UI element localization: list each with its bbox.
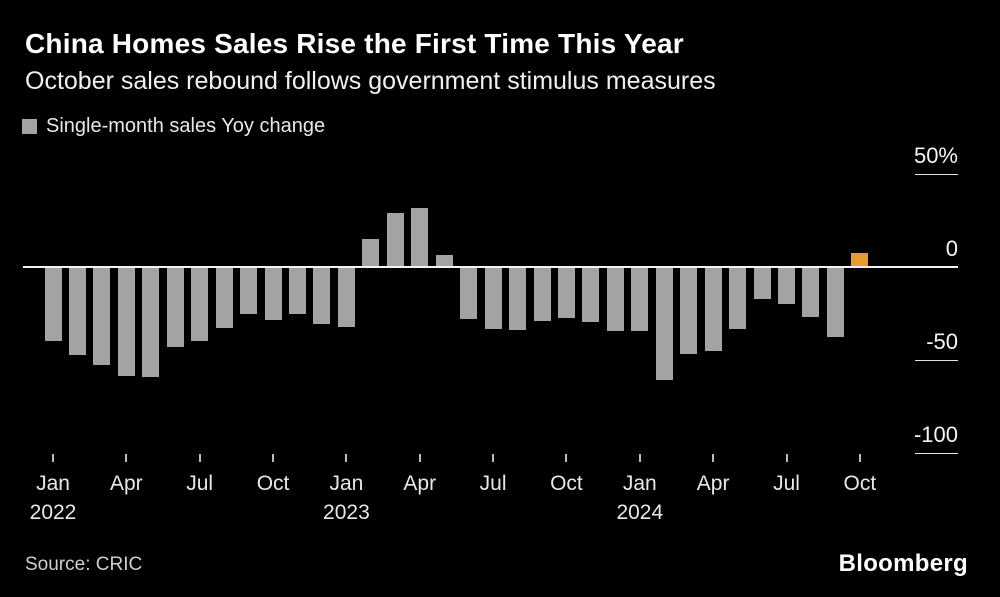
bar-2022-10 [264, 267, 282, 320]
bar-2024-10 [851, 253, 869, 267]
legend-swatch-icon [22, 119, 37, 134]
bar-2022-11 [289, 267, 306, 315]
y-axis-label-50: 50% [913, 143, 958, 168]
x-axis-month-label: Jul [773, 472, 800, 495]
x-axis-year-label: 2023 [323, 501, 370, 524]
x-axis-year-label: 2024 [616, 501, 664, 524]
bar-2024-04 [704, 267, 722, 351]
bar-2024-06 [753, 267, 771, 299]
bar-2022-09 [240, 267, 258, 315]
x-axis-month-label: Jul [186, 472, 214, 495]
page-subtitle: October sales rebound follows government… [25, 67, 716, 95]
bar-2022-03 [93, 267, 111, 366]
x-axis-month-label: Jan [622, 472, 657, 495]
bar-2022-06 [166, 267, 184, 348]
x-axis-month-label: Oct [256, 472, 290, 495]
x-axis-month-label: Oct [843, 472, 877, 495]
x-axis-month-label: Jan [36, 472, 70, 495]
bar-2023-10 [557, 267, 575, 319]
x-axis-tick-mark [272, 454, 275, 462]
bar-2023-04 [411, 208, 429, 267]
bar-2022-08 [215, 267, 233, 329]
x-axis-month-label: Oct [550, 472, 583, 495]
bar-2023-08 [509, 267, 527, 331]
x-axis-tick-mark [712, 454, 715, 462]
x-axis-year-label: 2022 [29, 501, 77, 524]
y-axis-tick-line--100 [915, 453, 958, 454]
bar-2023-11 [582, 267, 600, 323]
bar-2024-07 [778, 267, 795, 305]
x-axis-tick-mark [565, 454, 568, 462]
y-axis-label--100: -100 [913, 422, 958, 447]
bar-2024-05 [729, 267, 747, 330]
bar-2023-05 [435, 254, 453, 267]
bar-2022-04 [117, 267, 135, 376]
bar-2023-02 [362, 239, 380, 267]
bloomberg-logo: Bloomberg [838, 550, 968, 577]
x-axis-tick-mark [418, 454, 421, 462]
bar-2023-09 [533, 267, 551, 322]
bar-2022-02 [68, 267, 86, 355]
bar-2022-07 [191, 267, 209, 341]
y-axis-tick-line-50 [915, 174, 958, 175]
x-axis-tick-mark [198, 454, 201, 462]
x-axis-month-label: Jul [479, 472, 507, 495]
legend-label: Single-month sales Yoy change [46, 115, 326, 137]
x-axis-tick-mark [125, 454, 128, 462]
x-axis-month-label: Apr [403, 472, 437, 495]
source-note: Source: CRIC [25, 554, 143, 575]
x-axis-tick-mark [492, 454, 495, 462]
x-axis-month-label: Apr [110, 472, 143, 495]
bar-2023-01 [337, 267, 355, 328]
bar-2024-03 [680, 267, 698, 355]
bar-2024-08 [802, 267, 820, 317]
x-axis-tick-mark [52, 454, 54, 462]
x-axis-month-label: Apr [696, 472, 730, 495]
bar-2024-09 [826, 267, 844, 338]
bar-2024-01 [631, 267, 649, 331]
x-axis-month-label: Jan [329, 472, 364, 495]
zero-axis-line [23, 266, 958, 268]
bar-2024-02 [655, 267, 673, 380]
bar-2023-03 [386, 212, 404, 267]
y-axis-tick-line--50 [915, 360, 958, 361]
x-axis-tick-mark [785, 454, 788, 462]
bar-2022-05 [142, 267, 160, 378]
x-axis-tick-mark [638, 454, 641, 462]
bar-2023-06 [460, 267, 478, 320]
bar-2022-12 [313, 267, 331, 325]
bar-2023-12 [606, 267, 624, 332]
y-axis-label-0: 0 [945, 236, 958, 261]
page-title: China Homes Sales Rise the First Time Th… [25, 28, 684, 59]
y-axis-label--50: -50 [926, 329, 958, 354]
bar-2023-07 [484, 267, 502, 329]
legend: Single-month sales Yoy change [22, 115, 325, 138]
x-axis-tick-mark [345, 454, 348, 462]
bar-2022-01 [44, 267, 62, 341]
x-axis-tick-mark [858, 454, 861, 462]
